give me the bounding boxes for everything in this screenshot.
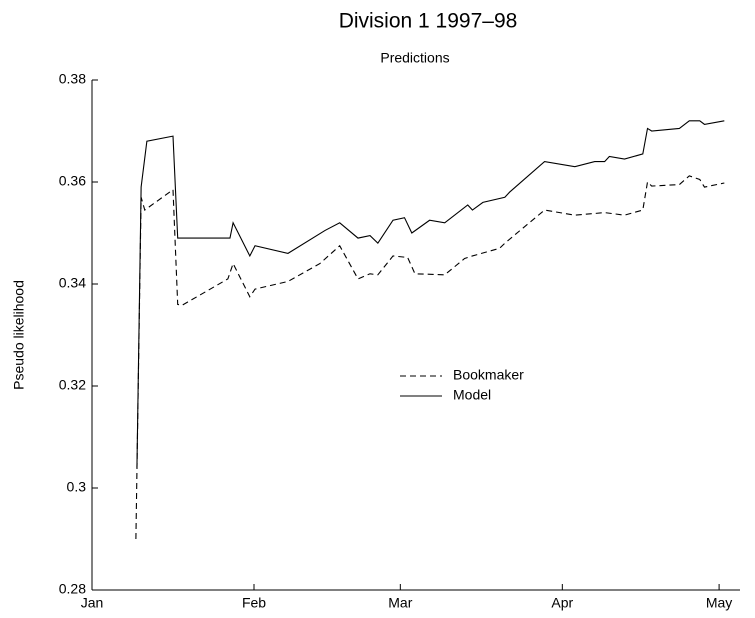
series-line (136, 120, 725, 468)
legend-label: Bookmaker (453, 367, 524, 383)
x-tick-label: Mar (388, 595, 412, 611)
y-tick-label: 0.36 (59, 173, 86, 189)
y-tick-label: 0.28 (59, 581, 86, 597)
y-tick-label: 0.3 (67, 479, 87, 495)
y-tick-label: 0.34 (59, 275, 86, 291)
legend-label: Model (453, 387, 491, 403)
y-tick-label: 0.32 (59, 377, 86, 393)
x-tick-label: Apr (551, 595, 573, 611)
y-axis-label: Pseudo likelihood (11, 280, 27, 390)
chart-subtitle: Predictions (380, 50, 449, 66)
x-tick-label: May (706, 595, 732, 611)
y-tick-label: 0.38 (59, 71, 86, 87)
x-tick-label: Jan (81, 595, 104, 611)
series-line (135, 175, 725, 540)
x-tick-label: Feb (242, 595, 266, 611)
chart-title: Division 1 1997–98 (339, 10, 518, 33)
